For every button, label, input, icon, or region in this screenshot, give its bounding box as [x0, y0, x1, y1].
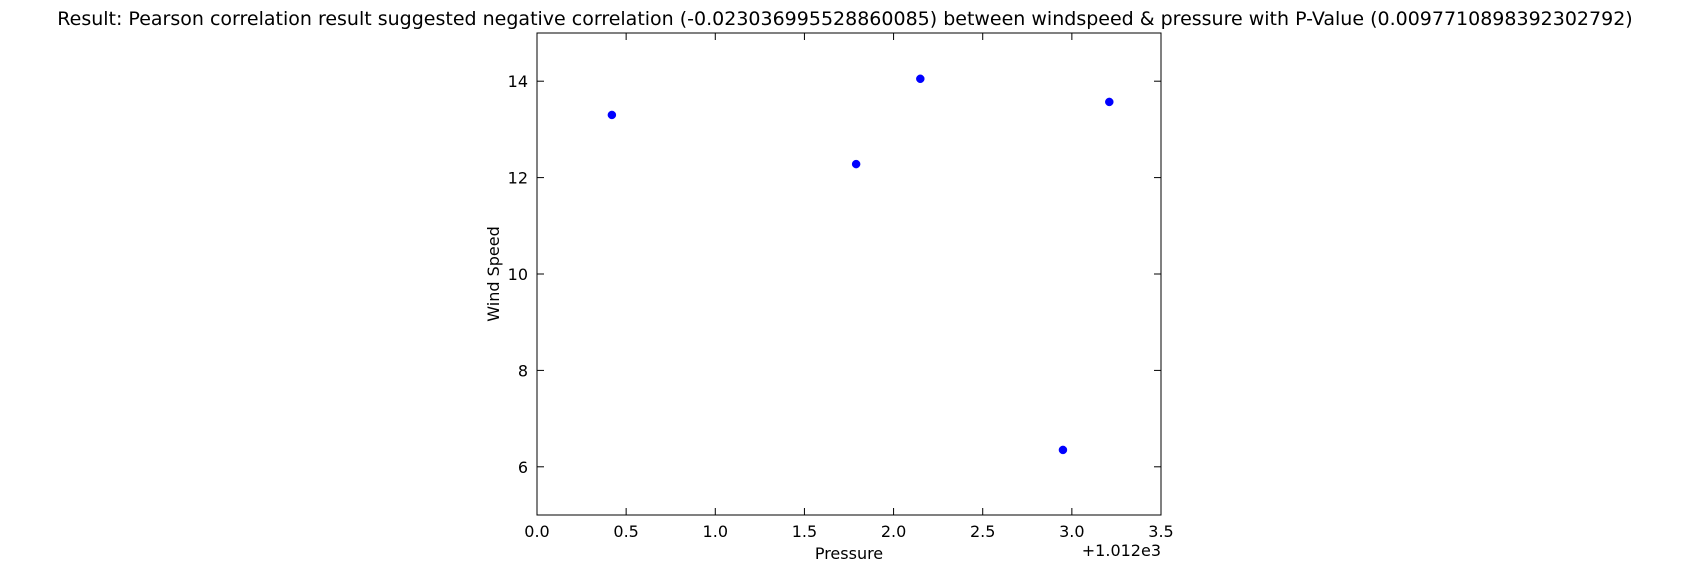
- x-tick-label: 2.5: [970, 522, 995, 541]
- y-tick-label: 6: [518, 458, 528, 477]
- y-tick-label: 10: [508, 265, 528, 284]
- scatter-point: [1058, 445, 1068, 455]
- scatter-point: [851, 159, 861, 169]
- y-axis-label: Wind Speed: [484, 226, 503, 321]
- axis-ticks: 0.0 0.5 1.0 1.5 2.0 2.5 3.0 3.5 6 8 10 12 14: [508, 33, 1174, 541]
- chart-title: Result: Pearson correlation result sugge…: [57, 8, 1632, 30]
- x-tick-label: 3.0: [1059, 522, 1084, 541]
- y-tick-label: 12: [508, 169, 528, 188]
- y-tick-label: 8: [518, 361, 528, 380]
- x-axis-label: Pressure: [815, 544, 883, 563]
- plot-area: [536, 32, 1162, 516]
- x-tick-label: 0.0: [524, 522, 549, 541]
- y-tick-label: 14: [508, 72, 528, 91]
- x-tick-label: 1.0: [703, 522, 728, 541]
- x-tick-label: 2.0: [881, 522, 906, 541]
- scatter-point: [916, 74, 925, 84]
- scatter-point: [1105, 97, 1114, 107]
- scatter-point: [607, 110, 617, 120]
- x-tick-label: 3.5: [1148, 522, 1173, 541]
- x-tick-label: 0.5: [613, 522, 638, 541]
- x-tick-label: 1.5: [792, 522, 817, 541]
- x-axis-offset-label: +1.012e3: [1082, 541, 1161, 560]
- data-points: [607, 74, 1114, 455]
